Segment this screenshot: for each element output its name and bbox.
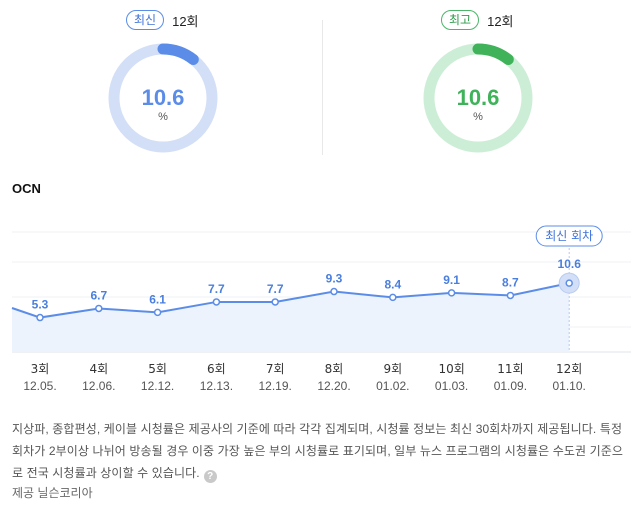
- x-tick-episode: 6회: [207, 362, 226, 376]
- data-point: [330, 287, 338, 296]
- best-episode: 12회: [487, 13, 514, 29]
- channel-name: OCN: [12, 181, 41, 196]
- x-tick-date: 01.02.: [376, 379, 409, 393]
- best-gauge-arc: [423, 43, 533, 153]
- data-label: 7.7: [267, 282, 284, 296]
- x-tick-episode: 9회: [383, 362, 402, 376]
- x-tick-date: 01.03.: [435, 379, 468, 393]
- x-tick-date: 12.20.: [317, 379, 350, 393]
- latest-episode-bubble: [535, 225, 603, 247]
- x-tick-date: 12.13.: [200, 379, 233, 393]
- data-point: [212, 298, 221, 306]
- chart-area: [12, 283, 570, 352]
- best-header: 최고 12회: [441, 10, 514, 30]
- x-tick-date: 01.10.: [553, 379, 586, 393]
- x-tick-date: 12.06.: [82, 379, 115, 393]
- x-tick-episode: 12회: [556, 362, 582, 376]
- rating-chart: 5.3 3회 12.05. 6.7 4회 12.06. 6.1 5회 12.12. 7.7 6회 12…: [11, 225, 631, 393]
- latest-header: 최신 12회: [126, 10, 199, 30]
- x-tick-episode: 10회: [438, 362, 464, 376]
- data-point: [36, 313, 44, 322]
- rating-note: 지상파, 종합편성, 케이블 시청률은 제공사의 기준에 따라 각각 집계되며,…: [12, 418, 630, 484]
- card-divider: [322, 20, 323, 155]
- data-label: 9.3: [326, 272, 343, 286]
- data-point: [565, 279, 573, 287]
- latest-unit: %: [158, 111, 168, 123]
- data-source: 제공 닐슨코리아: [12, 486, 93, 500]
- latest-badge: 최신: [126, 10, 165, 30]
- x-tick-date: 01.09.: [494, 379, 527, 393]
- best-unit: %: [473, 111, 483, 123]
- x-tick-date: 12.12.: [141, 379, 174, 393]
- data-label: 5.3: [32, 298, 49, 312]
- data-point: [271, 298, 279, 306]
- data-label: 8.4: [384, 277, 401, 291]
- data-label: 8.7: [502, 275, 519, 289]
- best-gauge: [423, 43, 533, 153]
- x-tick-episode: 11회: [497, 362, 523, 376]
- latest-episode-label: 최신 회차: [545, 229, 593, 243]
- data-label: 6.7: [90, 288, 107, 302]
- data-point: [95, 304, 103, 313]
- latest-value: 10.6: [141, 85, 185, 110]
- x-tick-date: 12.19.: [259, 379, 292, 393]
- x-tick-episode: 7회: [266, 362, 285, 376]
- latest-gauge-arc: [108, 43, 218, 153]
- data-point: [506, 291, 515, 300]
- data-point: [153, 308, 162, 317]
- latest-gauge: [108, 43, 218, 153]
- data-label: 9.1: [443, 273, 460, 287]
- x-tick-episode: 8회: [325, 362, 344, 376]
- data-label: 6.1: [149, 292, 166, 306]
- best-badge: 최고: [441, 10, 480, 30]
- help-icon[interactable]: ?: [203, 470, 217, 483]
- x-tick-episode: 4회: [89, 362, 108, 376]
- data-point: [447, 289, 456, 297]
- data-label: 10.6: [558, 257, 582, 271]
- best-value: 10.6: [456, 85, 500, 110]
- latest-episode: 12회: [172, 13, 199, 29]
- best-rating-card: 최고 12회 10.6 %: [324, 0, 624, 165]
- x-tick-episode: 3회: [31, 362, 50, 376]
- x-tick-date: 12.05.: [23, 379, 56, 393]
- rating-note-text: 지상파, 종합편성, 케이블 시청률은 제공사의 기준에 따라 각각 집계되며,…: [12, 422, 624, 480]
- x-tick-episode: 5회: [148, 362, 167, 376]
- latest-rating-card: 최신 12회 10.6 %: [0, 0, 300, 165]
- data-label: 7.7: [208, 282, 225, 296]
- data-point: [389, 293, 397, 302]
